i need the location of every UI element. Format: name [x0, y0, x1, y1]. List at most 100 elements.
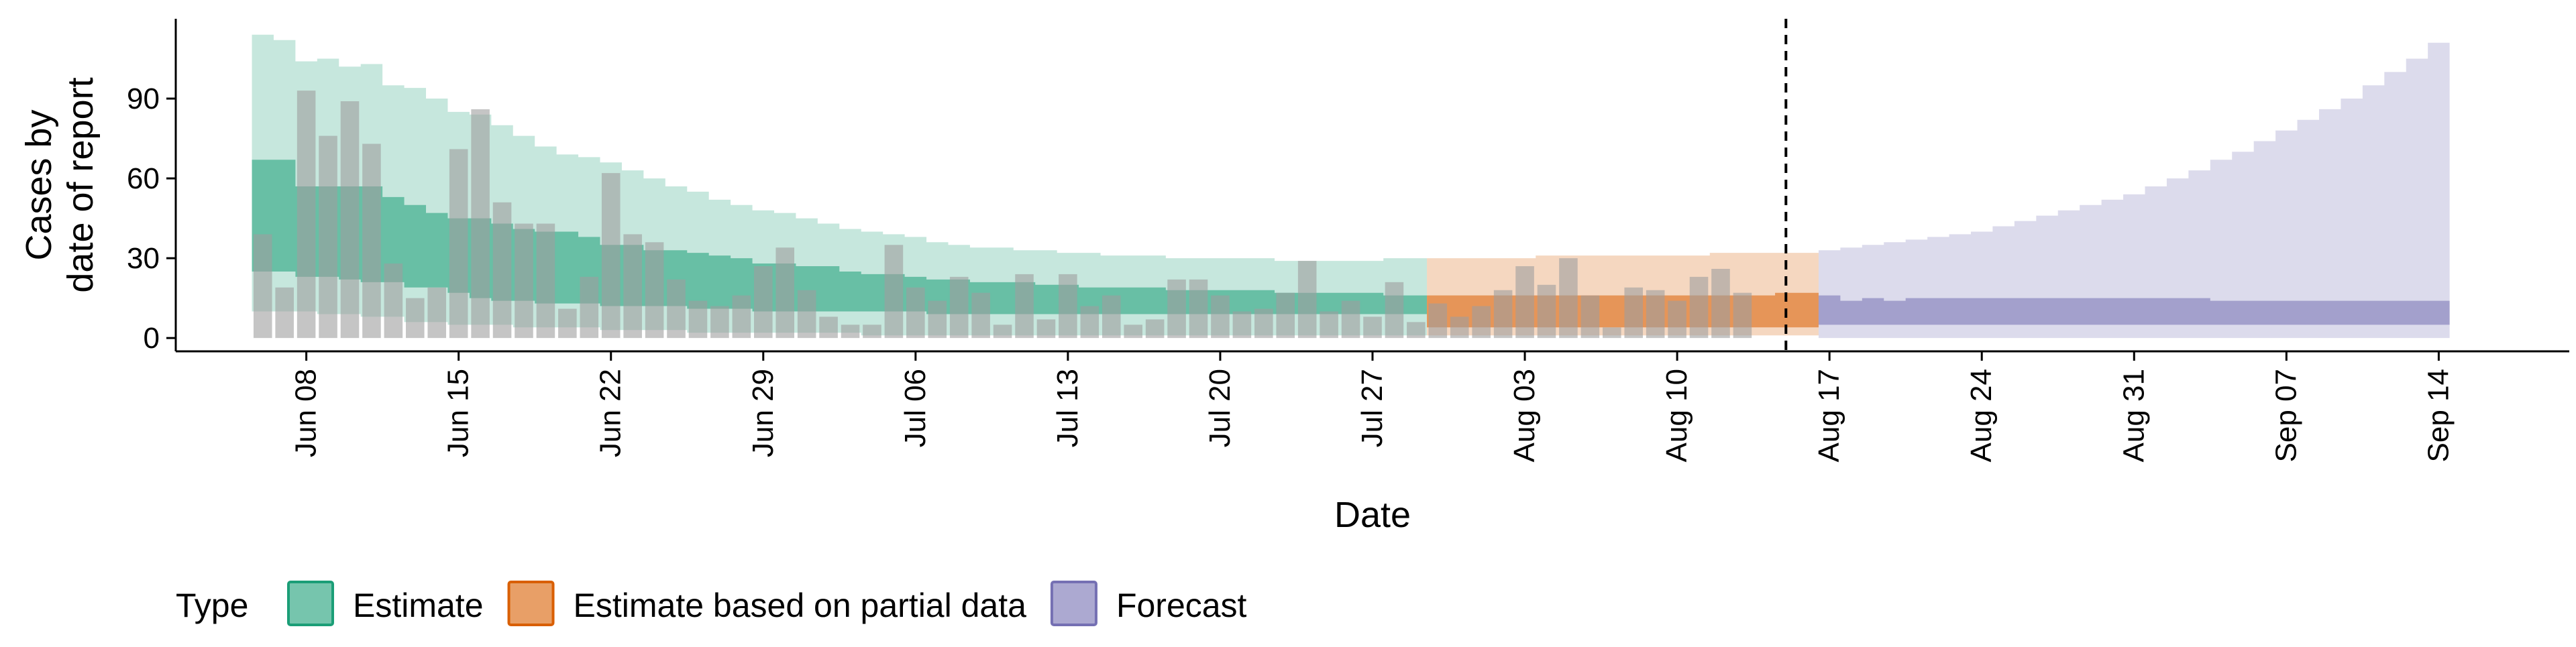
bar-observed [732, 295, 751, 339]
ribbon-50-2 [1818, 295, 2450, 325]
bar-observed [558, 308, 577, 339]
bar-observed [1493, 290, 1513, 339]
bar-observed [1711, 268, 1730, 339]
bar-observed [1036, 319, 1056, 339]
bar-observed [492, 202, 512, 339]
bar-observed [797, 290, 816, 339]
bar-observed [667, 279, 686, 339]
x-tick-label: Jul 13 [1051, 369, 1084, 447]
bar-observed [1189, 279, 1208, 339]
axes-layer: 0 30 60 90 Jun 08 Jun 15 Jun 22 Jun 29 Jul 06 Jul… [19, 19, 2569, 535]
x-tick-label: Aug 24 [1965, 369, 1998, 462]
x-tick-label: Jun 29 [747, 369, 780, 457]
bar-observed [601, 173, 621, 339]
x-tick-label: Jul 20 [1203, 369, 1236, 447]
bar-observed [1341, 300, 1360, 339]
bar-observed [1472, 306, 1491, 339]
bar-observed [971, 292, 990, 339]
bar-observed [819, 316, 838, 339]
bar-observed [1537, 284, 1556, 339]
bar-observed [580, 276, 599, 339]
bar-observed [645, 242, 664, 339]
bar-observed [1363, 316, 1382, 339]
bar-observed [449, 149, 468, 339]
bar-observed [362, 143, 381, 339]
bar-observed [1428, 303, 1448, 339]
bar-observed [841, 325, 860, 339]
bar-observed [1254, 308, 1273, 339]
bar-observed [949, 276, 969, 339]
bar-observed [1276, 292, 1295, 339]
bar-observed [775, 247, 795, 339]
bar-observed [906, 287, 925, 339]
bar-observed [1167, 279, 1186, 339]
x-tick-label: Aug 10 [1660, 369, 1693, 462]
legend-title: Type [176, 587, 248, 624]
x-tick-label: Jun 15 [442, 369, 475, 457]
x-tick-label: Sep 07 [2269, 369, 2302, 462]
observed-cases-bars [253, 91, 1752, 339]
bar-observed [1515, 266, 1534, 339]
x-axis-title: Date [1334, 495, 1411, 535]
bar-observed [623, 234, 642, 339]
y-tick-label: 0 [144, 322, 160, 355]
bar-observed [1211, 295, 1230, 339]
y-axis-title-line: Cases by [19, 109, 59, 260]
bar-observed [1733, 292, 1752, 339]
bar-observed [1059, 274, 1077, 339]
bar-observed [1407, 322, 1426, 339]
bar-observed [1624, 287, 1644, 339]
bar-observed [1297, 261, 1317, 339]
x-tick-label: Jul 06 [899, 369, 932, 447]
x-tick-label: Jun 22 [594, 369, 627, 457]
bar-observed [1102, 295, 1121, 339]
legend-swatch [1050, 581, 1097, 626]
bar-observed [297, 91, 316, 339]
bar-observed [1080, 306, 1099, 339]
legend-swatch [287, 581, 334, 626]
bar-observed [1603, 327, 1621, 339]
bar-observed [1689, 276, 1709, 339]
legend-label: Forecast [1116, 587, 1247, 624]
bar-observed [1145, 319, 1165, 339]
bar-observed [536, 223, 555, 339]
bar-observed [710, 306, 729, 339]
x-tick-label: Jul 27 [1356, 369, 1389, 447]
bar-observed [340, 101, 360, 339]
bar-observed [1320, 311, 1338, 339]
bar-observed [1450, 316, 1469, 339]
ribbon-90-2 [1818, 42, 2450, 339]
bar-observed [406, 298, 425, 339]
x-tick-label: Aug 03 [1508, 369, 1541, 462]
bar-observed [427, 287, 447, 339]
y-tick-label: 30 [127, 242, 160, 275]
y-tick-label: 60 [127, 162, 160, 195]
bar-observed [993, 325, 1012, 339]
legend-swatch [507, 581, 555, 626]
y-axis-title-line: date of report [60, 77, 101, 292]
bar-observed [384, 263, 403, 339]
bar-observed [253, 234, 272, 339]
bar-observed [1232, 311, 1252, 339]
y-axis-title: Cases bydate of report [19, 77, 101, 292]
legend-label: Estimate [353, 587, 484, 624]
x-tick-label: Aug 31 [2117, 369, 2150, 462]
bar-observed [1015, 274, 1034, 339]
bar-observed [471, 109, 490, 339]
bar-observed [1385, 282, 1404, 339]
y-tick-label: 90 [127, 82, 160, 115]
bar-observed [515, 223, 533, 339]
bar-observed [863, 325, 881, 339]
x-tick-label: Jun 08 [290, 369, 323, 457]
bar-observed [688, 300, 708, 339]
bar-observed [319, 135, 337, 339]
legend: Type Estimate Estimate based on partial da… [176, 581, 1247, 626]
bar-observed [884, 245, 904, 339]
x-tick-label: Sep 14 [2422, 369, 2455, 462]
bar-observed [1580, 295, 1600, 339]
x-tick-label: Aug 17 [1813, 369, 1845, 462]
bar-observed [1124, 325, 1142, 339]
bar-observed [928, 300, 947, 339]
